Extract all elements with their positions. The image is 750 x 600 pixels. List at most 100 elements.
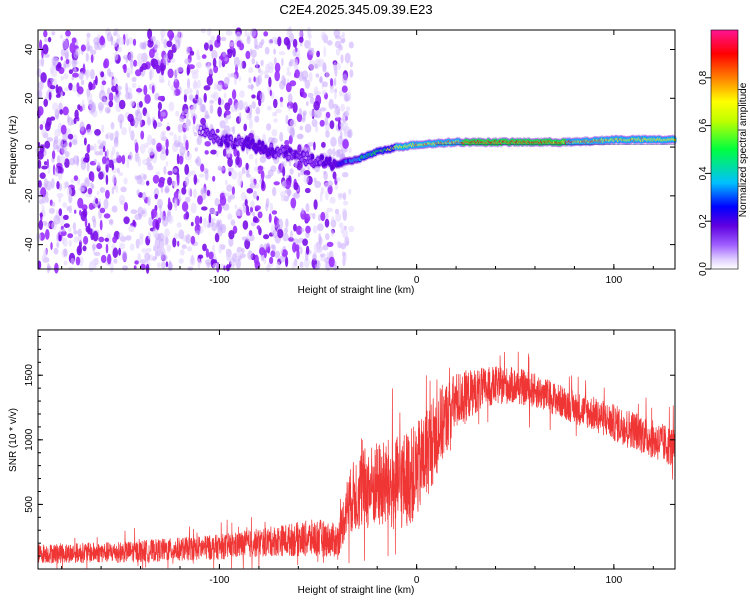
spectrogram-noise-blob: [176, 176, 180, 186]
spectrogram-noise-blob: [292, 261, 295, 271]
spectrogram-noise-blob: [115, 184, 119, 194]
spectrogram-noise-blob: [159, 210, 164, 221]
spectrogram-noise-blob: [141, 210, 146, 215]
spectrogram-noise-blob: [134, 142, 139, 154]
spectrogram-noise-blob: [39, 172, 46, 179]
spectrogram-noise-blob: [157, 182, 164, 188]
spectrogram-noise-blob: [157, 262, 161, 268]
spectrogram-noise-blob: [175, 110, 180, 117]
colorbar-gradient: [710, 29, 739, 270]
spectrogram-noise-blob: [280, 190, 287, 198]
spectrogram-noise-blob: [128, 52, 134, 62]
spectrogram-noise-blob: [137, 52, 144, 63]
spectrogram-noise-blob: [86, 161, 90, 172]
spectrogram-noise-blob: [213, 91, 219, 102]
spectrogram-noise-blob: [235, 156, 240, 166]
spectrogram-noise-blob: [193, 174, 198, 186]
spectrogram-noise-blob: [157, 198, 163, 209]
spectrogram-noise-blob: [273, 48, 276, 55]
spectrogram-noise-blob: [277, 228, 284, 239]
spectrogram-ylabel: Frequency (Hz): [8, 116, 19, 185]
spectrogram-noise-blob: [323, 46, 327, 58]
spectrogram-noise-blob: [277, 36, 282, 47]
spectrogram-noise-blob: [152, 174, 160, 184]
spectrogram-signal-track: [197, 122, 677, 173]
spectrogram-noise-blob: [178, 229, 185, 240]
spectrogram-noise-blob: [341, 121, 349, 132]
spectrogram-noise-blob: [333, 77, 337, 87]
spectrogram-noise-blob: [248, 230, 253, 237]
spectrogram-noise-blob: [215, 150, 219, 158]
spectrogram-noise-blob: [214, 232, 220, 243]
spectrogram-noise-blob: [260, 170, 265, 181]
spectrogram-noise-blob: [234, 74, 237, 86]
spectrogram-noise-blob: [290, 230, 293, 240]
spectrogram-noise-blob: [98, 171, 104, 180]
spectrogram-noise-blob: [284, 189, 292, 194]
spectrogram-noise-blob: [340, 104, 345, 112]
spectrogram-noise-blob: [235, 258, 241, 269]
spectrogram-track-core: [320, 155, 324, 160]
spectrogram-noise-blob: [260, 70, 264, 76]
spectrogram-noise-blob: [126, 72, 130, 78]
spectrogram-noise-blob: [332, 171, 337, 180]
spectrogram-noise-blob: [252, 211, 256, 217]
spectrogram-noise-blob: [56, 146, 60, 153]
spectrogram-noise-blob: [160, 111, 166, 117]
spectrogram-noise-blob: [59, 155, 66, 165]
spectrogram-noise-blob: [58, 234, 62, 242]
snr-panel: -100 0 100 500 1000 1500 Height of straight l…: [8, 329, 676, 596]
spectrogram-noise-blob: [284, 227, 288, 234]
spectrogram-noise-blob: [110, 262, 114, 274]
colorbar-ticks: 0.0 0.2 0.4 0.6 0.8: [698, 70, 711, 276]
spectrogram-noise-blob: [342, 112, 347, 123]
spectrogram-noise-blob: [190, 221, 194, 227]
spectrogram-noise-blob: [128, 151, 133, 161]
spectrogram-noise-blob: [266, 123, 272, 131]
spectrogram-noise-blob: [193, 79, 197, 89]
spectrogram-noise-blob: [147, 196, 151, 206]
spectrogram-noise-blob: [257, 165, 264, 171]
spectrogram-noise-blob: [224, 102, 231, 111]
spectrogram-noise-blob: [281, 249, 288, 257]
spectrogram-noise-blob: [210, 93, 216, 99]
spectrogram-noise-blob: [317, 223, 324, 232]
spectrogram-noise-blob: [64, 151, 70, 158]
spectrogram-noise-blob: [264, 46, 270, 55]
spectrogram-noise-blob: [140, 263, 146, 271]
spectrogram-noise-blob: [150, 36, 154, 42]
spectrogram-noise-blob: [314, 63, 319, 69]
spectrogram-frame: [37, 29, 676, 270]
spectrogram-noise-blob: [73, 230, 78, 235]
spectrogram-track-core: [269, 143, 273, 148]
spectrogram-panel: -100 0 100 -40 -20 0 20 40 Height of straight l…: [8, 26, 677, 296]
spectrogram-noise-blob: [189, 256, 196, 266]
spectrogram-noise-blob: [58, 208, 63, 217]
spectrogram-noise-blob: [69, 141, 72, 148]
spectrogram-noise-blob: [136, 61, 142, 67]
spectrogram-noise-blob: [68, 69, 73, 75]
spectrogram-noise-blob: [60, 124, 67, 135]
spectrogram-noise-blob: [184, 58, 191, 65]
spectrogram-noise-blob: [176, 68, 179, 76]
spectrogram-noise-blob: [279, 255, 287, 263]
spectrogram-noise-blob: [230, 219, 236, 226]
spectrogram-track-core: [328, 157, 332, 162]
spectrogram-noise-blob: [75, 48, 81, 56]
spectrogram-noise-blob: [173, 191, 179, 200]
spectrogram-track-core: [300, 157, 304, 162]
spectrogram-noise-blob: [106, 108, 111, 114]
spectrogram-noise-blob: [51, 31, 56, 36]
spectrogram-noise-blob: [224, 116, 229, 125]
spectrogram-noise-blob: [291, 58, 299, 67]
spectrogram-noise-blob: [349, 69, 354, 78]
spectrogram-noise-blob: [319, 191, 323, 203]
colorbar-tick-label: 0.4: [698, 166, 709, 180]
spectrogram-noise-blob: [50, 116, 56, 121]
spectrogram-noise-blob: [147, 28, 153, 40]
spectrogram-noise-blob: [296, 133, 304, 140]
spectrogram-noise-blob: [49, 85, 56, 90]
spectrogram-noise-blob: [198, 173, 205, 178]
spectrogram-noise-blob: [121, 127, 127, 136]
